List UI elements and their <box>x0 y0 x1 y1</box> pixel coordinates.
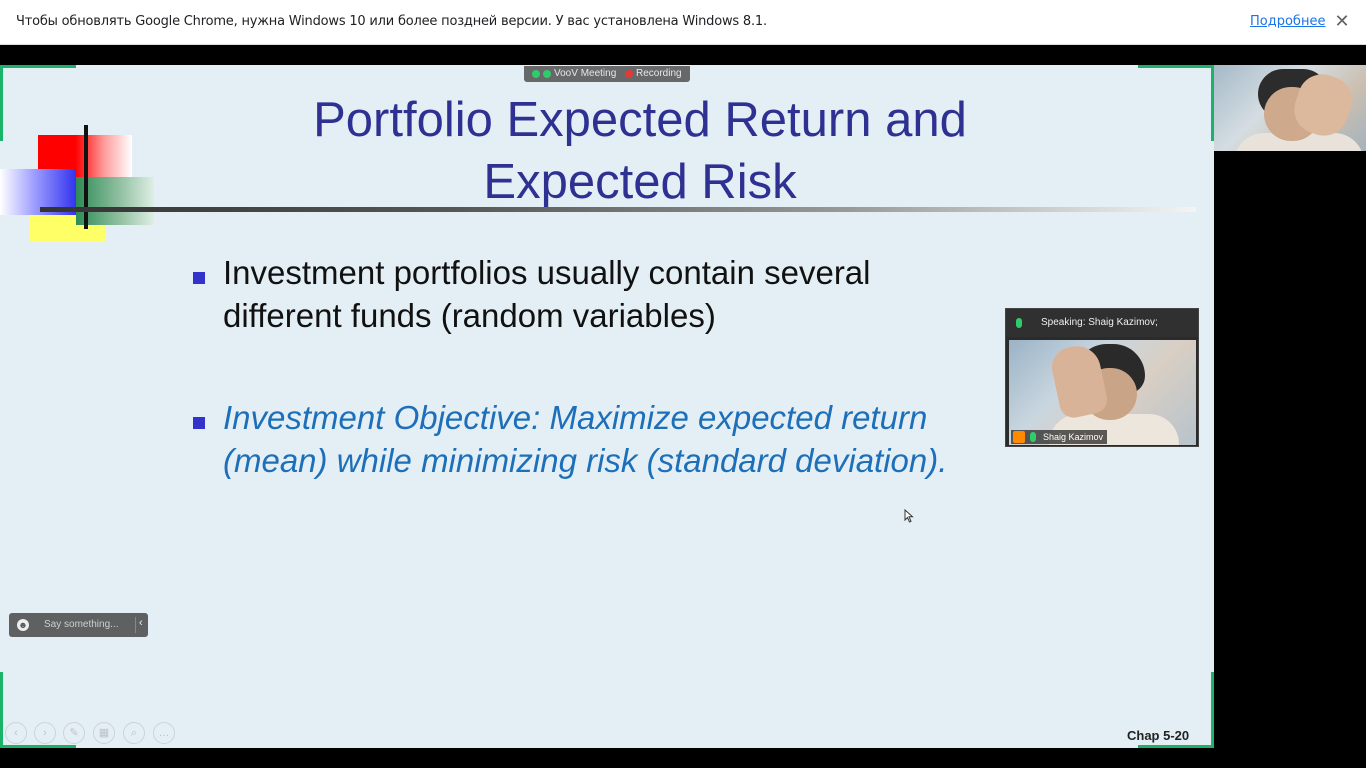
title-rule <box>40 207 1196 212</box>
participant-name-tag: Shaig Kazimov <box>1011 430 1108 444</box>
user-icon <box>1013 431 1025 443</box>
bullet-line: (mean) while minimizing risk (standard d… <box>223 442 948 479</box>
bullet-square-icon <box>193 272 205 284</box>
close-icon[interactable]: ✕ <box>1334 11 1350 31</box>
bullet-line: different funds (random variables) <box>223 297 716 334</box>
chevron-left-icon[interactable]: ‹ <box>139 617 143 629</box>
participant-name: Shaig Kazimov <box>1043 432 1104 442</box>
decor-vertical-line <box>84 125 88 229</box>
recording-label: Recording <box>636 68 682 79</box>
self-video[interactable] <box>1214 65 1366 151</box>
infobar-message: Чтобы обновлять Google Chrome, нужна Win… <box>16 14 767 29</box>
shield-icon <box>532 70 540 78</box>
mouse-cursor-icon <box>904 509 914 523</box>
bullet-text-objective: Investment Objective: Maximize expected … <box>223 396 1023 482</box>
bullet-line: Investment portfolios usually contain se… <box>223 254 871 291</box>
decor-green-square <box>76 177 154 225</box>
slide-title-line: Expected Risk <box>483 155 797 209</box>
infobar-learn-more-link[interactable]: Подробнее <box>1250 14 1326 29</box>
corner-accent <box>1211 65 1214 141</box>
meeting-app-name: VooV Meeting <box>554 68 617 79</box>
corner-accent <box>1211 672 1214 748</box>
chat-input-bar[interactable]: ☻ Say something... ‹ <box>9 613 148 637</box>
bullet-line: Investment Objective: Maximize expected … <box>223 399 928 436</box>
mic-icon <box>1030 432 1036 442</box>
prev-page-icon[interactable]: ‹ <box>5 722 27 744</box>
chrome-infobar: Чтобы обновлять Google Chrome, нужна Win… <box>0 0 1366 45</box>
more-icon[interactable]: … <box>153 722 175 744</box>
slide-title-line: Portfolio Expected Return and <box>313 93 967 147</box>
next-page-icon[interactable]: › <box>34 722 56 744</box>
corner-accent <box>1138 745 1214 748</box>
slide-page-label: Chap 5-20 <box>1127 728 1190 743</box>
speaker-video-panel[interactable]: Speaking: Shaig Kazimov; Shaig Kazimov <box>1005 308 1199 447</box>
speaker-header: Speaking: Shaig Kazimov; <box>1006 309 1198 337</box>
emoji-icon[interactable]: ☻ <box>17 619 29 631</box>
corner-accent <box>1138 65 1214 68</box>
signal-icon <box>543 70 551 78</box>
participant-video: Shaig Kazimov <box>1009 340 1196 445</box>
corner-accent <box>0 65 3 141</box>
speaking-label: Speaking: Shaig Kazimov; <box>1041 317 1158 328</box>
divider <box>135 617 136 633</box>
thumbnails-icon[interactable]: ▦ <box>93 722 115 744</box>
mic-icon <box>1016 318 1022 328</box>
corner-accent <box>0 745 76 748</box>
zoom-icon[interactable]: ⌕ <box>123 722 145 744</box>
record-icon <box>625 70 633 78</box>
person-body <box>1234 133 1364 151</box>
chat-placeholder[interactable]: Say something... <box>44 619 119 630</box>
bullet-square-icon <box>193 417 205 429</box>
slide-title: Portfolio Expected Return and Expected R… <box>240 89 1040 213</box>
meeting-status-tag: VooV Meeting Recording <box>524 66 690 82</box>
bullet-text: Investment portfolios usually contain se… <box>223 251 983 337</box>
corner-accent <box>0 672 3 748</box>
pen-icon[interactable]: ✎ <box>63 722 85 744</box>
corner-accent <box>0 65 76 68</box>
